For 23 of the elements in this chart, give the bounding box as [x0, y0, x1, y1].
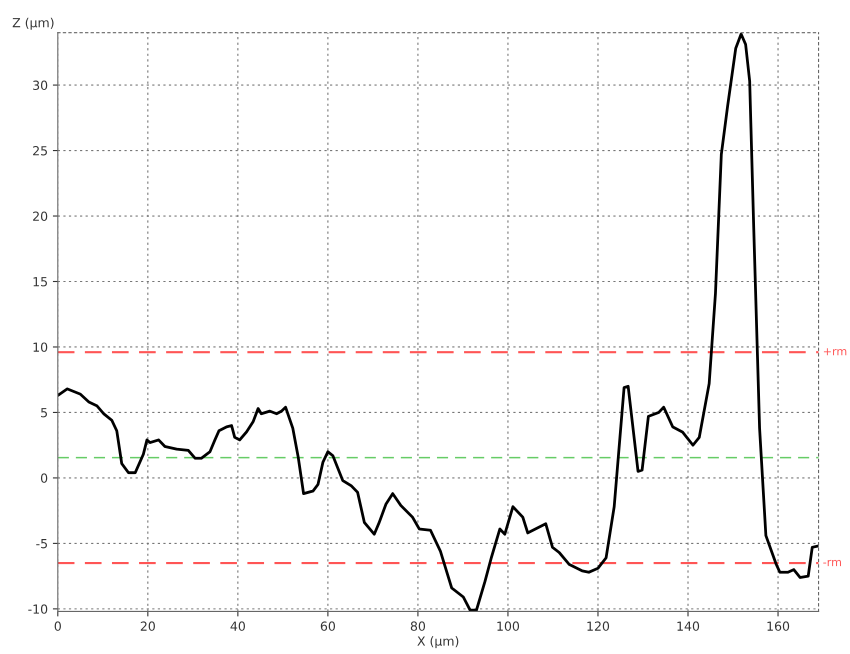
y-tick-label: 0 [40, 473, 48, 483]
x-tick-label: 120 [587, 621, 610, 631]
x-tick-label: 80 [410, 621, 426, 631]
y-axis-title: Z (µm) [12, 18, 54, 30]
x-tick-label: 100 [497, 621, 520, 631]
y-tick-label: 10 [34, 342, 48, 352]
x-tick-label: 0 [54, 621, 61, 631]
y-tick-label: -5 [36, 539, 47, 548]
x-tick-label: 20 [140, 621, 155, 631]
y-tick-label: -10 [28, 604, 48, 614]
line-series [58, 32, 819, 612]
ref-line-label: +rm [824, 348, 846, 356]
x-axis-title: X (µm) [417, 636, 458, 648]
y-tick-label: 20 [33, 212, 48, 221]
ref-line-label: -rm [823, 560, 841, 566]
y-tick-label: 15 [34, 277, 47, 286]
x-tick-label: 160 [767, 621, 790, 631]
x-tick-label: 60 [320, 621, 336, 631]
y-tick-label: 5 [41, 408, 47, 418]
x-tick-label: 140 [677, 621, 700, 631]
y-tick-label: 25 [33, 146, 47, 156]
x-tick-label: 40 [230, 621, 245, 631]
y-tick-label: 30 [33, 80, 48, 90]
